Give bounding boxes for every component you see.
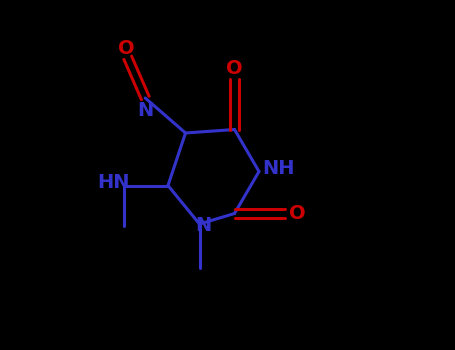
Text: N: N: [195, 216, 211, 235]
Text: O: O: [289, 204, 306, 223]
Text: NH: NH: [262, 159, 294, 177]
Text: O: O: [226, 60, 243, 78]
Text: HN: HN: [97, 173, 129, 192]
Text: N: N: [137, 101, 153, 120]
Text: O: O: [118, 40, 134, 58]
